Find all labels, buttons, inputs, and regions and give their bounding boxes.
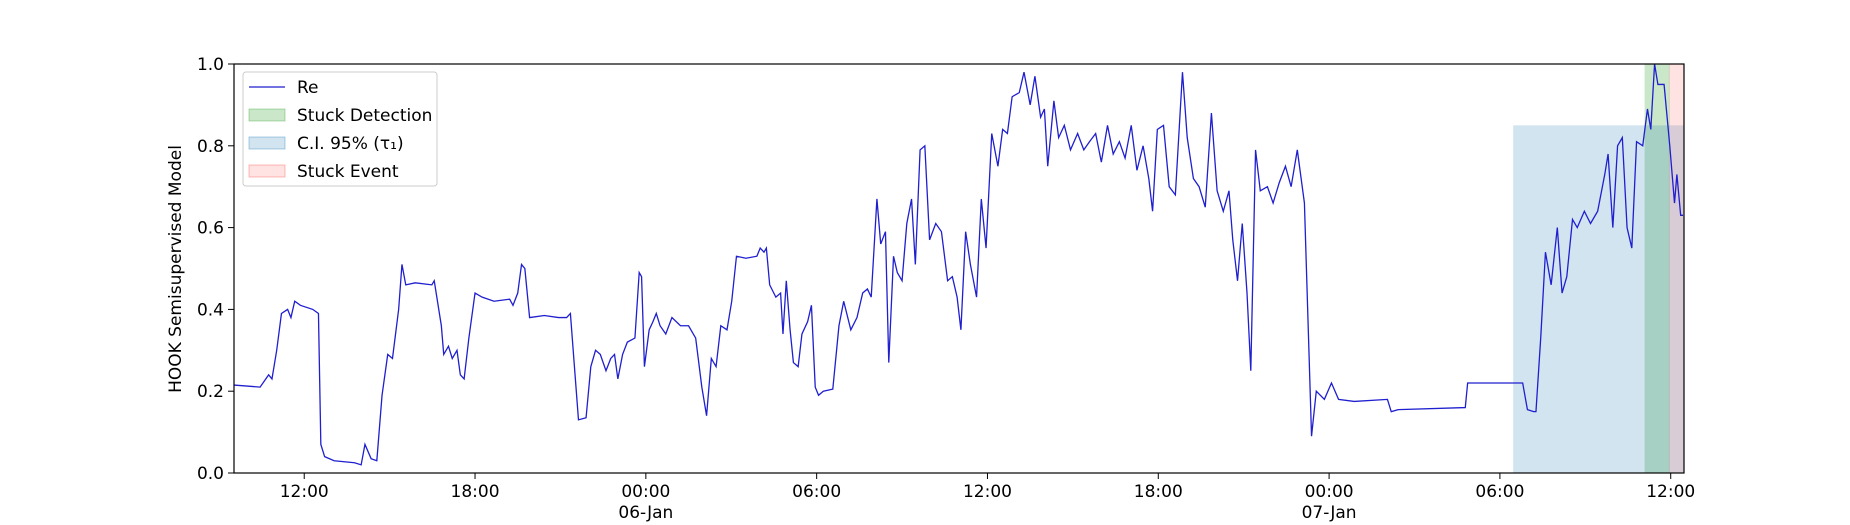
legend-label: Stuck Event [297, 162, 399, 182]
y-tick-label: 0.0 [197, 464, 224, 484]
series-line [234, 64, 1684, 466]
legend-label: Stuck Detection [297, 106, 432, 126]
span [1513, 125, 1684, 473]
y-tick-label: 0.2 [197, 382, 224, 402]
legend-frame [242, 71, 438, 187]
y-tick-label: 1.0 [197, 55, 224, 75]
y-axis-label: HOOK Semisupervised Model [166, 145, 186, 393]
x-tick-label: 00:00 06-Jan 1900 [618, 482, 674, 525]
plot-frame [233, 63, 1685, 474]
legend-label: C.I. 95% (τ₁) [297, 134, 404, 154]
x-tick-label: 18:00 [1133, 482, 1183, 502]
x-tick-label: 06:00 [1475, 482, 1525, 502]
x-tick-label: 12:00 [1646, 482, 1696, 502]
legend: Re Stuck Detection C.I. 95% (τ₁) Stuck Even… [242, 71, 438, 187]
legend-patch [248, 136, 286, 150]
x-tick-label: 12:00 [962, 482, 1012, 502]
x-tick-label: 12:00 [279, 482, 329, 502]
span [1644, 64, 1670, 473]
x-tick-label: 00:00 07-Jan [1301, 482, 1357, 523]
legend-patch [248, 164, 286, 178]
x-tick-label: 06:00 [792, 482, 842, 502]
legend-patch [248, 108, 286, 122]
legend-label: Re [297, 78, 319, 98]
x-tick-label: 18:00 [450, 482, 500, 502]
y-tick-label: 0.4 [197, 300, 224, 320]
span [1668, 64, 1684, 473]
y-tick-label: 0.6 [197, 219, 224, 239]
y-tick-label: 0.8 [197, 137, 224, 157]
